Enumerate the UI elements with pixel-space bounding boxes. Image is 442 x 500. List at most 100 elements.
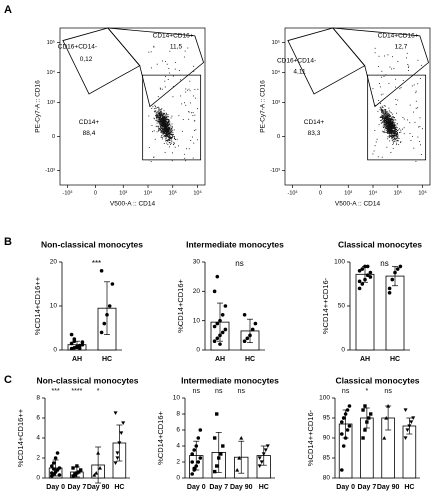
data-point: [345, 428, 350, 432]
event-dot: [167, 132, 169, 134]
event-dot: [421, 128, 423, 130]
event-dot: [170, 130, 172, 132]
event-dot: [164, 134, 166, 136]
event-dot: [168, 132, 170, 134]
event-dot: [159, 118, 161, 119]
event-dot: [372, 88, 374, 90]
event-dot: [385, 117, 386, 118]
event-dot: [386, 118, 388, 119]
y-axis-label: PE-Cy7-A :: CD16: [260, 80, 267, 133]
event-dot: [396, 127, 398, 129]
data-point: [363, 277, 367, 282]
event-dot: [372, 153, 374, 155]
event-dot: [397, 99, 399, 101]
event-dot: [390, 130, 392, 132]
event-dot: [388, 120, 389, 122]
event-dot: [386, 111, 388, 113]
event-dot: [170, 142, 172, 144]
y-axis-label: PE-Cy7-A :: CD16: [35, 80, 42, 133]
event-dot: [394, 128, 396, 130]
event-dot: [383, 110, 385, 112]
event-dot: [411, 85, 413, 87]
event-dot: [159, 123, 161, 125]
event-dot: [384, 129, 386, 131]
event-dot: [391, 131, 393, 133]
event-dot: [162, 121, 164, 123]
x-tick-label: AH: [215, 356, 225, 363]
event-dot: [387, 133, 389, 134]
event-dot: [187, 47, 189, 49]
event-dot: [395, 98, 397, 100]
event-dot: [381, 70, 383, 72]
event-dot: [389, 125, 391, 127]
event-dot: [186, 89, 188, 91]
y-tick-label: 0: [53, 347, 57, 354]
event-dot: [148, 51, 150, 53]
event-dot: [394, 133, 396, 135]
event-dot: [164, 124, 166, 126]
data-point: [242, 339, 247, 344]
data-point: [250, 327, 255, 332]
event-dot: [184, 102, 185, 104]
event-dot: [385, 124, 387, 126]
event-dot: [389, 119, 391, 121]
event-dot: [184, 50, 186, 52]
event-dot: [163, 136, 165, 138]
panel-label: B: [4, 236, 12, 248]
data-point: [50, 464, 54, 468]
event-dot: [383, 112, 385, 114]
event-dot: [384, 123, 386, 125]
event-dot: [381, 111, 383, 113]
event-dot: [171, 131, 173, 133]
event-dot: [168, 118, 170, 120]
event-dot: [400, 87, 402, 88]
event-dot: [387, 54, 389, 56]
event-dot: [160, 125, 162, 127]
event-dot: [387, 127, 389, 129]
event-dot: [157, 119, 159, 121]
event-dot: [395, 134, 397, 136]
event-dot: [161, 132, 163, 134]
event-dot: [378, 65, 380, 67]
event-dot: [168, 72, 170, 74]
event-dot: [374, 145, 376, 147]
event-dot: [390, 126, 392, 128]
event-dot: [182, 119, 184, 120]
data-point: [218, 333, 222, 338]
event-dot: [161, 128, 163, 130]
chart-title: Intermediate monocytes: [186, 239, 284, 249]
event-dot: [379, 106, 381, 108]
event-dot: [164, 131, 166, 133]
event-dot: [392, 122, 394, 123]
event-dot: [417, 107, 419, 109]
event-dot: [386, 111, 387, 113]
event-dot: [392, 129, 394, 131]
event-dot: [168, 128, 170, 130]
data-point: [368, 270, 373, 275]
data-point: [53, 456, 58, 460]
event-dot: [169, 133, 171, 135]
event-dot: [162, 129, 164, 131]
event-dot: [178, 145, 179, 147]
event-dot: [169, 127, 171, 129]
event-dot: [168, 138, 170, 140]
event-dot: [381, 111, 383, 112]
event-dot: [411, 135, 413, 137]
chart-title: Classical monocytes: [338, 239, 422, 249]
event-dot: [159, 113, 161, 115]
event-dot: [382, 115, 383, 117]
event-dot: [380, 103, 382, 105]
event-dot: [161, 119, 163, 121]
event-dot: [159, 129, 161, 131]
y-tick-label: 20: [50, 259, 58, 266]
event-dot: [163, 122, 165, 124]
event-dot: [390, 119, 391, 121]
event-dot: [409, 133, 411, 134]
event-dot: [389, 120, 391, 122]
event-dot: [415, 100, 417, 102]
event-dot: [167, 140, 169, 142]
event-dot: [157, 121, 159, 123]
gate-percent: 83,3: [308, 130, 321, 137]
event-dot: [165, 113, 167, 115]
event-dot: [394, 132, 396, 134]
